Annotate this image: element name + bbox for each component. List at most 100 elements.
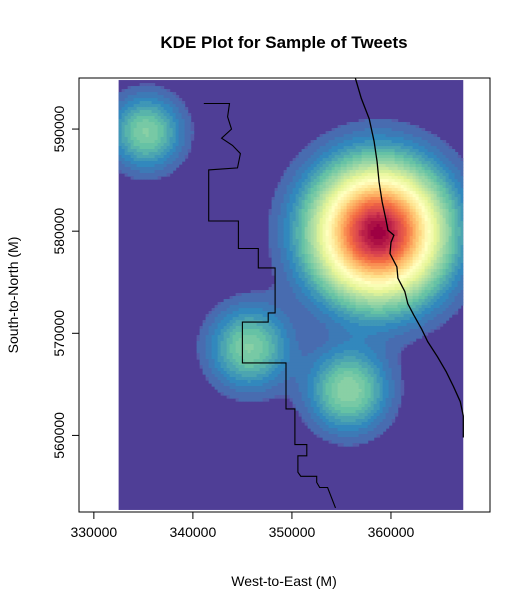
kde-cell — [388, 182, 393, 186]
kde-cell — [253, 293, 258, 297]
kde-cell — [280, 224, 285, 228]
kde-cell — [403, 161, 408, 165]
kde-cell — [436, 299, 441, 303]
kde-cell — [361, 128, 366, 132]
kde-cell — [385, 263, 390, 267]
kde-cell — [340, 269, 345, 273]
kde-cell — [178, 149, 183, 153]
kde-cell — [292, 209, 297, 213]
kde-cell — [136, 173, 141, 177]
kde-cell — [298, 194, 303, 198]
kde-cell — [334, 158, 339, 162]
kde-cell — [331, 251, 336, 255]
kde-cell — [448, 299, 453, 303]
kde-cell — [364, 185, 369, 189]
kde-cell — [355, 152, 360, 156]
kde-cell — [271, 272, 276, 276]
kde-cell — [325, 266, 330, 270]
kde-cell — [292, 320, 297, 324]
kde-cell — [328, 305, 333, 309]
kde-cell — [142, 116, 147, 120]
kde-cell — [370, 233, 375, 237]
kde-cell — [391, 320, 396, 324]
kde-cell — [415, 158, 420, 162]
kde-cell — [346, 158, 351, 162]
kde-cell — [448, 293, 453, 297]
kde-cell — [340, 191, 345, 195]
kde-cell — [451, 188, 456, 192]
kde-cell — [352, 128, 357, 132]
kde-cell — [313, 209, 318, 213]
kde-cell — [397, 182, 402, 186]
kde-cell — [313, 221, 318, 225]
kde-cell — [439, 170, 444, 174]
kde-cell — [190, 122, 195, 126]
kde-cell — [427, 269, 432, 273]
kde-cell — [385, 272, 390, 276]
kde-cell — [445, 179, 450, 183]
kde-cell — [160, 122, 165, 126]
kde-cell — [352, 233, 357, 237]
kde-cell — [388, 275, 393, 279]
kde-cell — [376, 242, 381, 246]
kde-cell — [412, 254, 417, 258]
kde-cell — [130, 107, 135, 111]
kde-cell — [367, 269, 372, 273]
kde-cell — [271, 302, 276, 306]
kde-cell — [403, 122, 408, 126]
kde-cell — [172, 116, 177, 120]
kde-cell — [331, 128, 336, 132]
kde-cell — [334, 299, 339, 303]
kde-cell — [145, 104, 150, 108]
kde-cell — [322, 290, 327, 294]
kde-cell — [322, 134, 327, 138]
kde-cell — [424, 251, 429, 255]
kde-cell — [298, 251, 303, 255]
kde-cell — [301, 188, 306, 192]
kde-cell — [139, 83, 144, 87]
kde-cell — [427, 212, 432, 216]
kde-cell — [460, 272, 464, 276]
kde-cell — [319, 233, 324, 237]
kde-cell — [271, 221, 276, 225]
kde-cell — [295, 200, 300, 204]
kde-cell — [397, 254, 402, 258]
kde-cell — [391, 191, 396, 195]
kde-cell — [142, 155, 147, 159]
kde-cell — [319, 278, 324, 282]
kde-cell — [397, 245, 402, 249]
kde-cell — [331, 188, 336, 192]
kde-cell — [289, 182, 294, 186]
kde-cell — [358, 134, 363, 138]
kde-cell — [448, 296, 453, 300]
kde-cell — [460, 245, 464, 249]
kde-cell — [409, 125, 414, 129]
kde-cell — [433, 314, 438, 318]
kde-cell — [433, 137, 438, 141]
kde-cell — [397, 248, 402, 252]
kde-cell — [274, 188, 279, 192]
kde-cell — [289, 173, 294, 177]
kde-cell — [220, 317, 225, 321]
kde-cell — [388, 260, 393, 264]
kde-cell — [424, 323, 429, 327]
kde-cell — [382, 278, 387, 282]
kde-cell — [340, 254, 345, 258]
kde-cell — [367, 212, 372, 216]
kde-cell — [424, 320, 429, 324]
kde-cell — [334, 149, 339, 153]
kde-cell — [298, 323, 303, 327]
kde-cell — [397, 212, 402, 216]
kde-cell — [184, 149, 189, 153]
kde-cell — [352, 218, 357, 222]
kde-cell — [325, 143, 330, 147]
kde-cell — [376, 188, 381, 192]
kde-cell — [337, 287, 342, 291]
kde-cell — [355, 314, 360, 318]
kde-cell — [262, 305, 267, 309]
kde-cell — [373, 230, 378, 234]
kde-cell — [409, 242, 414, 246]
kde-cell — [316, 323, 321, 327]
kde-cell — [379, 212, 384, 216]
